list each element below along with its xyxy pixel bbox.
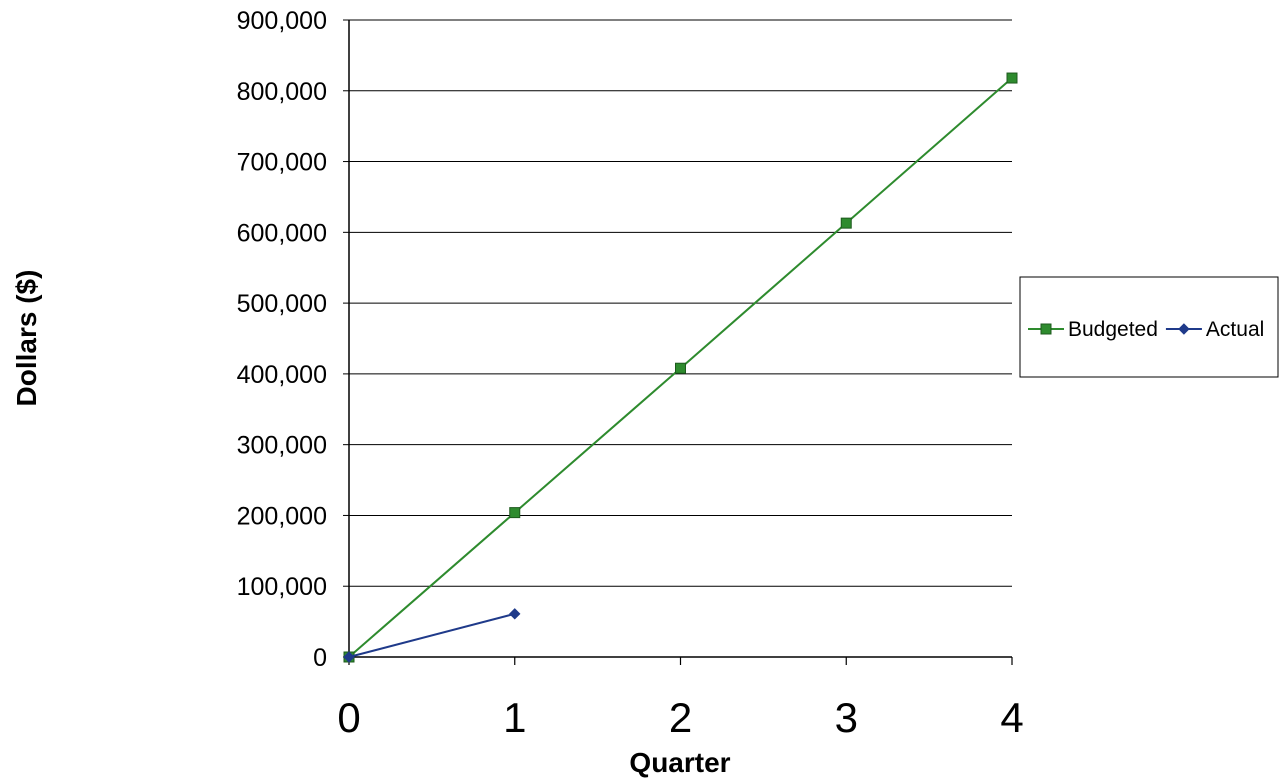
data-point — [509, 608, 521, 620]
y-axis-title: Dollars ($) — [11, 270, 42, 407]
x-tick-labels: 0 1 2 3 4 — [337, 694, 1023, 741]
y-tick-label: 0 — [313, 644, 327, 672]
y-tick-label: 900,000 — [237, 7, 327, 35]
y-tick-label: 700,000 — [237, 149, 327, 177]
y-tick-label: 500,000 — [237, 290, 327, 318]
x-tick-label: 0 — [337, 694, 360, 741]
gridlines — [343, 19, 1013, 665]
legend-label: Budgeted — [1068, 318, 1158, 341]
x-axis-title: Quarter — [629, 747, 730, 778]
x-tick-label: 2 — [669, 694, 692, 741]
x-tick-label: 1 — [503, 694, 526, 741]
y-tick-label: 600,000 — [237, 219, 327, 247]
data-point — [1006, 72, 1018, 84]
x-tick-label: 4 — [1000, 694, 1023, 741]
legend-label: Actual — [1206, 318, 1264, 341]
data-point — [1040, 323, 1052, 335]
y-tick-label: 100,000 — [237, 573, 327, 601]
y-tick-label: 800,000 — [237, 78, 327, 106]
data-point — [509, 507, 521, 519]
legend-box — [1019, 276, 1279, 378]
data-point — [675, 362, 686, 374]
data-point — [840, 217, 852, 229]
series-line-actual — [348, 612, 516, 658]
y-tick-label: 300,000 — [237, 432, 327, 460]
series-group — [343, 72, 1018, 663]
y-tick-label: 400,000 — [237, 361, 327, 389]
y-tick-labels: 0 100,000 200,000 300,000 400,000 500,000 600,… — [237, 7, 327, 672]
data-point — [343, 651, 355, 663]
data-point — [1178, 323, 1190, 335]
legend: Budgeted Actual — [1019, 276, 1279, 378]
axes — [348, 20, 1012, 658]
x-tick-label: 3 — [835, 694, 858, 741]
y-tick-label: 200,000 — [237, 502, 327, 530]
